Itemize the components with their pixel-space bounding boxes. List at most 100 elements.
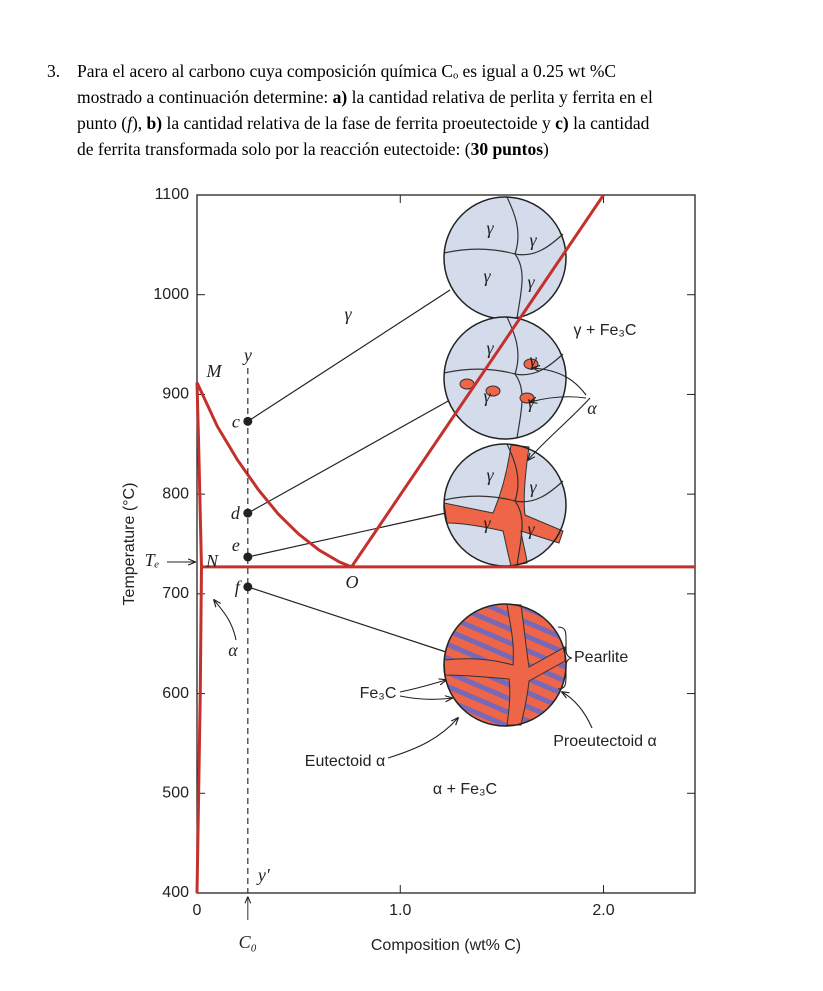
text: Para el acero al carbono cuya composició… bbox=[77, 61, 617, 81]
y-tick-label: 500 bbox=[162, 785, 189, 802]
line: mostrado a continuación determine: a) la… bbox=[77, 84, 653, 110]
text: b) bbox=[146, 113, 163, 133]
pointer bbox=[562, 692, 593, 729]
annotation: Fe₃C bbox=[360, 685, 397, 702]
x-tick-label: 1.0 bbox=[389, 902, 411, 919]
annotation: Proeutectoid α bbox=[553, 733, 657, 750]
point bbox=[243, 508, 253, 518]
phase-label: γ bbox=[483, 513, 491, 533]
ferrite-nucleus bbox=[485, 385, 501, 397]
text: la cantidad relativa de perlita y ferrit… bbox=[347, 87, 653, 107]
proeutectoid-ferrite bbox=[443, 603, 566, 726]
microstructure: γγγ γ bbox=[443, 316, 567, 440]
pointer bbox=[399, 680, 446, 693]
phase-label: γ bbox=[527, 519, 535, 539]
y-tick-label: 1000 bbox=[153, 286, 189, 303]
grain-boundary bbox=[506, 196, 519, 255]
pointer bbox=[399, 696, 452, 699]
grain-boundary bbox=[443, 495, 516, 502]
grain-boundary bbox=[514, 353, 564, 376]
point-label: e bbox=[232, 535, 240, 555]
pointer bbox=[528, 397, 591, 460]
phase-boundary bbox=[350, 194, 605, 568]
text: la cantidad relativa de la fase de ferri… bbox=[162, 113, 556, 133]
grain-boundary bbox=[514, 233, 564, 256]
annotation: O bbox=[346, 572, 359, 592]
annotation: α + Fe₃C bbox=[433, 781, 497, 798]
y-axis-label: Temperature (°C) bbox=[121, 483, 138, 606]
text: ) bbox=[543, 139, 549, 159]
connector bbox=[247, 399, 451, 514]
y-tick-label: 600 bbox=[162, 685, 189, 702]
annotation: γ bbox=[344, 304, 352, 324]
grain-boundary bbox=[514, 373, 523, 439]
microstructure: γγγ γ bbox=[443, 196, 567, 320]
phase-label: γ bbox=[486, 338, 494, 358]
text: punto ( bbox=[77, 113, 128, 133]
text: la cantidad bbox=[568, 113, 650, 133]
grain-boundary bbox=[514, 500, 523, 566]
grain-boundary bbox=[506, 443, 519, 502]
annotation: γ + Fe₃C bbox=[574, 322, 637, 339]
phase-label: γ bbox=[529, 230, 537, 250]
point bbox=[243, 582, 253, 592]
text: c) bbox=[555, 113, 569, 133]
cementite-lamella bbox=[444, 678, 566, 726]
microstructure: γγγ γ bbox=[443, 443, 567, 567]
phase-boundary bbox=[195, 381, 353, 569]
question: 3. Para el acero al carbono cuya composi… bbox=[47, 58, 653, 162]
plot-frame bbox=[196, 194, 696, 894]
point bbox=[243, 416, 253, 426]
composition-label: C₀ bbox=[239, 932, 257, 952]
grain-boundary bbox=[514, 480, 564, 503]
x-tick-label: 0 bbox=[193, 902, 202, 919]
point-label: f bbox=[235, 577, 243, 597]
y-tick-label: 800 bbox=[162, 485, 189, 502]
annotation: Eutectoid α bbox=[305, 753, 385, 770]
grain-boundary bbox=[443, 248, 516, 255]
top-label: y bbox=[242, 345, 252, 365]
text: de ferrita transformada solo por la reac… bbox=[77, 139, 471, 159]
connector bbox=[247, 586, 447, 653]
phase-boundary bbox=[195, 566, 203, 894]
grain-boundary bbox=[506, 316, 519, 375]
y-tick-label: 400 bbox=[162, 884, 189, 901]
cementite-lamella bbox=[444, 604, 566, 646]
grain-circle bbox=[444, 197, 566, 319]
pointer bbox=[214, 600, 237, 641]
phase-label: γ bbox=[529, 477, 537, 497]
grain-circle bbox=[444, 317, 566, 439]
circle-outline bbox=[443, 316, 567, 440]
phase-label: γ bbox=[529, 350, 537, 370]
annotation: N bbox=[205, 551, 219, 571]
line: de ferrita transformada solo por la reac… bbox=[77, 136, 653, 162]
text: a) bbox=[332, 87, 348, 107]
line: punto (f), b) la cantidad relativa de la… bbox=[77, 110, 653, 136]
question-text: Para el acero al carbono cuya composició… bbox=[77, 58, 653, 162]
pointer bbox=[387, 718, 458, 759]
point bbox=[243, 552, 253, 562]
text: 30 puntos bbox=[470, 139, 544, 159]
brace bbox=[557, 626, 573, 690]
phase-label: γ bbox=[527, 272, 535, 292]
grain-boundary bbox=[514, 253, 523, 319]
x-tick-label: 2.0 bbox=[592, 902, 614, 919]
annotation: Pearlite bbox=[574, 649, 628, 666]
text: ), bbox=[131, 113, 147, 133]
question-number: 3. bbox=[47, 61, 61, 81]
text: mostrado a continuación determine: bbox=[77, 87, 333, 107]
pointer bbox=[530, 396, 587, 402]
x-axis-label: Composition (wt% C) bbox=[371, 937, 521, 954]
text: f bbox=[127, 113, 132, 133]
point-label: c bbox=[232, 411, 240, 431]
bottom-label: y′ bbox=[256, 865, 271, 885]
annotation: M bbox=[206, 361, 223, 381]
annotation: α bbox=[587, 398, 597, 418]
pointer bbox=[533, 368, 587, 396]
phase-boundary bbox=[195, 382, 203, 567]
y-tick-label: 900 bbox=[162, 386, 189, 403]
line: Para el acero al carbono cuya composició… bbox=[77, 58, 653, 84]
y-tick-label: 1100 bbox=[155, 186, 190, 203]
